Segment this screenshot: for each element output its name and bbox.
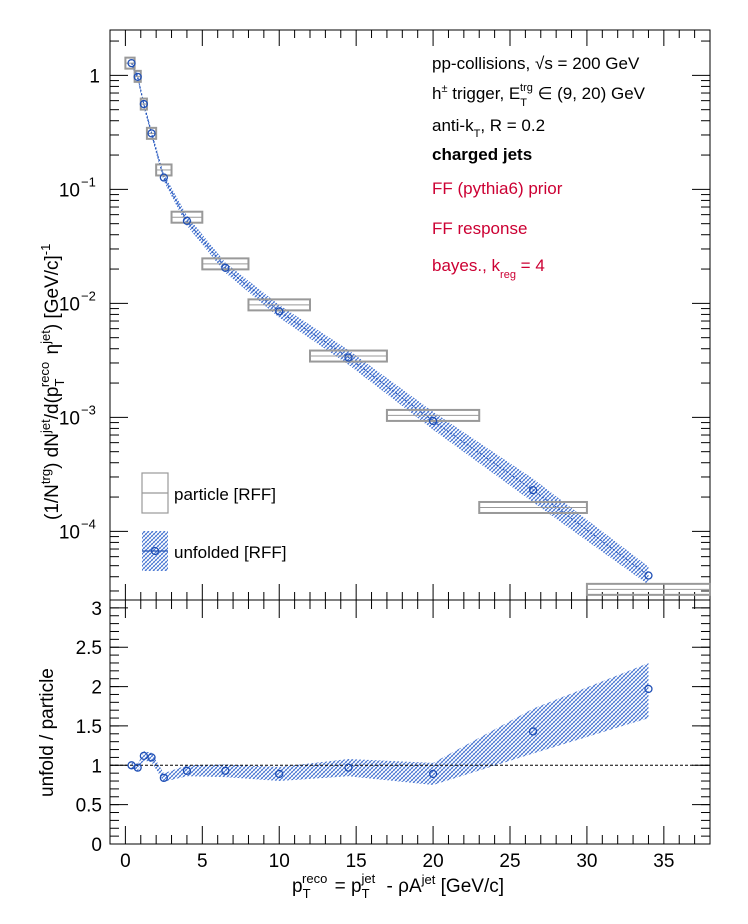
unfolded-band-top [131,60,649,585]
unfolded-point [147,129,156,138]
bottom-y-tick-label: 0 [91,835,102,856]
ratio-series [127,684,653,783]
unfolded-band-area [131,60,649,585]
x-tick-label: 30 [576,851,597,872]
bottom-y-tick-label: 2 [91,678,102,699]
ratio-point [147,753,156,762]
unfolded-point [344,353,353,362]
top-y-tick-exponent: −4 [81,516,96,531]
ratio-point [139,751,148,760]
top-y-tick-label: 10 [59,294,80,315]
ratio-point [182,766,192,775]
x-tick-label: 35 [653,851,674,872]
x-tick-label: 5 [197,851,208,872]
legend-particle-label: particle [RFF] [174,485,276,504]
top-y-tick-exponent: −1 [81,174,96,189]
annotation-prior: FF (pythia6) prior [432,179,563,198]
bottom-panel-frame [109,599,711,845]
bottom-y-tick-label: 3 [91,599,102,620]
legend: particle [RFF] unfolded [RFF] [141,472,286,571]
x-tick-label: 0 [120,851,131,872]
unfolded-point [528,485,538,495]
bottom-y-tick-label: 2.5 [76,638,102,659]
annotation-collisions: pp-collisions, √s = 200 GeV [432,54,640,73]
x-tick-label: 20 [423,851,444,872]
bottom-y-axis-label: unfold / particle [37,668,58,797]
top-y-tick-label: 10 [59,522,80,543]
annotation-jets: charged jets [432,145,532,164]
unfolded-point [644,571,653,580]
ratio-point [133,763,142,772]
legend-entry-particle: particle [RFF] [141,472,276,514]
top-y-tick-exponent: −3 [81,402,96,417]
unfolded-series [127,58,653,580]
svg-text:pTreco = pTjet - ρAjet [GeV/c]: pTreco = pTjet - ρAjet [GeV/c] [292,871,504,901]
top-y-tick-exponent: −2 [81,288,96,303]
ratio-point [221,766,230,775]
bottom-y-axis-title: unfold / particle [37,668,58,797]
top-y-tick-label: 10 [59,408,80,429]
legend-unfolded-label: unfolded [RFF] [174,543,286,562]
annotation-response: FF response [432,219,527,238]
unfolded-point [221,263,230,272]
unfolded-point [159,173,168,182]
ratio-point [528,727,538,736]
unfolded-point [428,416,438,426]
ratio-point [644,684,653,694]
bottom-y-tick-label: 0.5 [76,796,102,817]
unfolded-point [127,58,136,68]
top-y-tick-label: 10 [59,180,80,201]
top-axis-ticks: 110−110−210−310−4 [59,30,710,600]
unfolded-point [139,99,148,109]
annotation-regularization: bayes., kreg = 4 [432,256,545,281]
ratio-point [344,763,353,772]
x-tick-label: 10 [269,851,290,872]
top-panel-frame [109,29,711,601]
top-y-tick-label: 1 [89,66,100,87]
bottom-axis-ticks: 00.511.522.530 5 10 15 20 25 30 35 [76,599,710,872]
bottom-y-tick-label: 1.5 [76,717,102,738]
top-y-axis-title: (1/Ntrg) dNjet/d(pTreco ηjet) [GeV/c]-1 [37,244,67,520]
x-tick-label: 25 [499,851,520,872]
annotation-trigger: h± trigger, ETtrg ∈ (9, 20) GeV [432,82,646,109]
annotation-algorithm: anti-kT, R = 0.2 [432,116,545,140]
ratio-band-area [131,663,649,785]
x-axis-title: pTreco = pTjet - ρAjet [GeV/c] [292,871,504,901]
x-tick-label: 15 [346,851,367,872]
ratio-point [275,769,284,779]
svg-text:(1/Ntrg) dNjet/d(pTreco ηjet): (1/Ntrg) dNjet/d(pTreco ηjet) [GeV/c]-1 [37,244,67,520]
ratio-point [159,773,168,783]
annotation-block: pp-collisions, √s = 200 GeV h± trigger, … [432,54,646,281]
unfolded-point [275,307,284,316]
legend-entry-unfolded: unfolded [RFF] [142,531,286,571]
unfolded-point [133,72,142,82]
ratio-band [131,663,649,785]
unfolded-point [182,216,192,225]
ratio-point [428,769,438,779]
particle-series [124,56,712,596]
bottom-y-tick-label: 1 [91,756,102,777]
